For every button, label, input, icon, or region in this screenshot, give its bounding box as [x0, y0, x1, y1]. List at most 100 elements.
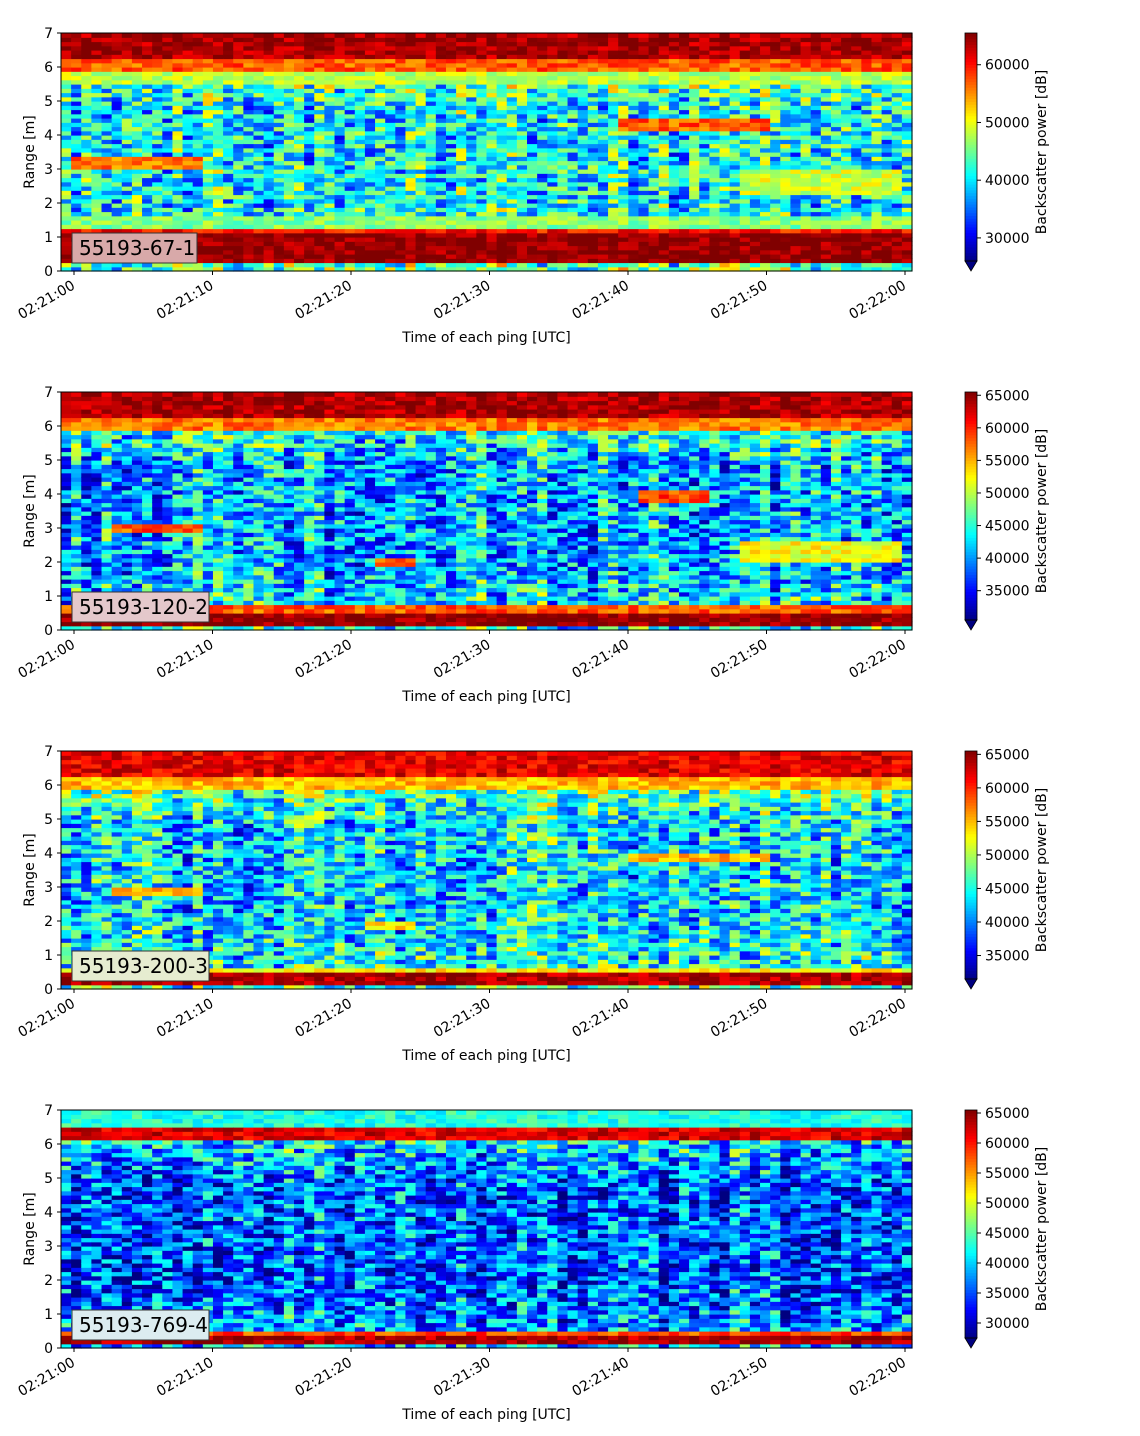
- heatmap-cell: [648, 254, 660, 259]
- heatmap-cell: [739, 207, 751, 213]
- heatmap-cell: [456, 198, 467, 204]
- heatmap-cell: [344, 220, 356, 225]
- heatmap-cell: [739, 58, 751, 64]
- heatmap-cell: [739, 88, 751, 94]
- heatmap-cell: [557, 84, 569, 89]
- heatmap-cell: [871, 241, 883, 247]
- heatmap-cell: [678, 215, 690, 221]
- heatmap-cell: [658, 169, 670, 174]
- heatmap-cell: [739, 84, 751, 89]
- heatmap-cell: [212, 96, 224, 102]
- heatmap-cell: [618, 101, 629, 106]
- heatmap-cell: [131, 228, 143, 234]
- heatmap-cell: [516, 33, 528, 38]
- heatmap-cell: [192, 156, 204, 162]
- heatmap-cell: [71, 511, 82, 516]
- heatmap-cell: [780, 160, 792, 166]
- heatmap-cell: [223, 130, 234, 136]
- heatmap-cell: [111, 126, 123, 132]
- heatmap-cell: [101, 105, 113, 111]
- heatmap-cell: [881, 181, 893, 187]
- heatmap-cell: [415, 228, 427, 234]
- heatmap-cell: [385, 203, 396, 208]
- heatmap-cell: [81, 421, 92, 427]
- heatmap-cell: [709, 50, 721, 55]
- heatmap-cell: [749, 118, 761, 123]
- heatmap-cell: [729, 194, 741, 200]
- heatmap-cell: [111, 71, 123, 77]
- heatmap-cell: [699, 54, 710, 60]
- heatmap-cell: [648, 92, 660, 98]
- heatmap-cell: [891, 113, 903, 119]
- heatmap-cell: [111, 190, 123, 196]
- heatmap-cell: [699, 156, 710, 162]
- heatmap-cell: [729, 67, 741, 72]
- heatmap-cell: [790, 249, 802, 255]
- heatmap-cell: [891, 101, 903, 106]
- heatmap-cell: [364, 37, 376, 43]
- heatmap-cell: [294, 143, 305, 149]
- heatmap-cell: [81, 173, 92, 179]
- heatmap-cell: [253, 92, 265, 98]
- heatmap-cell: [263, 41, 275, 47]
- heatmap-cell: [668, 228, 680, 234]
- heatmap-cell: [71, 122, 82, 128]
- heatmap-cell: [456, 211, 467, 217]
- heatmap-cell: [527, 147, 538, 153]
- heatmap-cell: [567, 79, 579, 85]
- heatmap-cell: [790, 224, 802, 230]
- heatmap-cell: [810, 122, 822, 128]
- heatmap-cell: [800, 207, 812, 213]
- heatmap-cell: [385, 152, 396, 157]
- heatmap-cell: [202, 266, 214, 272]
- heatmap-cell: [395, 143, 407, 149]
- heatmap-cell: [182, 130, 194, 136]
- heatmap-cell: [162, 62, 174, 68]
- heatmap-cell: [111, 45, 123, 51]
- heatmap-cell: [861, 109, 873, 115]
- heatmap-cell: [304, 262, 315, 268]
- heatmap-cell: [871, 96, 883, 102]
- heatmap-cell: [871, 62, 883, 68]
- heatmap-cell: [334, 190, 346, 196]
- heatmap-cell: [800, 245, 812, 251]
- heatmap-cell: [131, 156, 143, 162]
- heatmap-cell: [871, 50, 883, 55]
- heatmap-cell: [749, 228, 761, 234]
- heatmap-cell: [152, 173, 163, 179]
- heatmap-cell: [445, 152, 457, 157]
- heatmap-cell: [456, 156, 467, 162]
- heatmap-cell: [61, 562, 72, 567]
- heatmap-cell: [739, 122, 751, 128]
- heatmap-cell: [699, 266, 710, 272]
- heatmap-cell: [567, 84, 579, 89]
- heatmap-cell: [162, 203, 174, 208]
- heatmap-cell: [294, 241, 305, 247]
- heatmap-cell: [689, 37, 700, 43]
- heatmap-cell: [425, 215, 437, 221]
- heatmap-cell: [557, 262, 569, 268]
- heatmap-cell: [739, 228, 751, 234]
- heatmap-cell: [496, 58, 508, 64]
- heatmap-cell: [790, 33, 802, 38]
- heatmap-cell: [101, 207, 113, 213]
- heatmap-cell: [466, 109, 477, 115]
- heatmap-cell: [901, 45, 913, 51]
- heatmap-cell: [81, 54, 92, 60]
- heatmap-cell: [628, 262, 640, 268]
- heatmap-cell: [567, 33, 579, 38]
- heatmap-cell: [425, 190, 437, 196]
- heatmap-cell: [304, 67, 315, 72]
- heatmap-cell: [658, 62, 670, 68]
- heatmap-cell: [830, 126, 842, 132]
- heatmap-cell: [739, 37, 751, 43]
- heatmap-cell: [527, 113, 538, 119]
- heatmap-cell: [314, 96, 325, 102]
- heatmap-cell: [516, 126, 528, 132]
- heatmap-cell: [283, 181, 295, 187]
- heatmap-cell: [212, 224, 224, 230]
- heatmap-cell: [516, 79, 528, 85]
- heatmap-cell: [263, 164, 275, 170]
- heatmap-cell: [212, 220, 224, 225]
- heatmap-cell: [527, 101, 538, 106]
